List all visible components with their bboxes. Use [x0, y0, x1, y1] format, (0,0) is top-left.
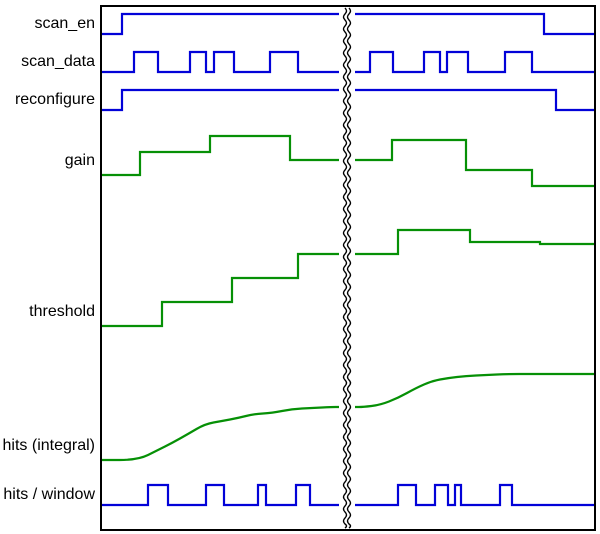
label-noise_hits_integral: noise hits (integral): [0, 437, 95, 454]
label-threshold: threshold: [29, 303, 95, 320]
label-reconfigure: reconfigure: [15, 91, 95, 108]
timing-diagram: scan_en scan_data reconfigure gain threshold…: [0, 0, 600, 534]
label-gain: gain: [65, 152, 95, 169]
label-scan_data: scan_data: [21, 53, 95, 70]
label-noise_hits_window: noise hits / window: [0, 486, 95, 503]
label-scan_en: scan_en: [35, 15, 96, 32]
